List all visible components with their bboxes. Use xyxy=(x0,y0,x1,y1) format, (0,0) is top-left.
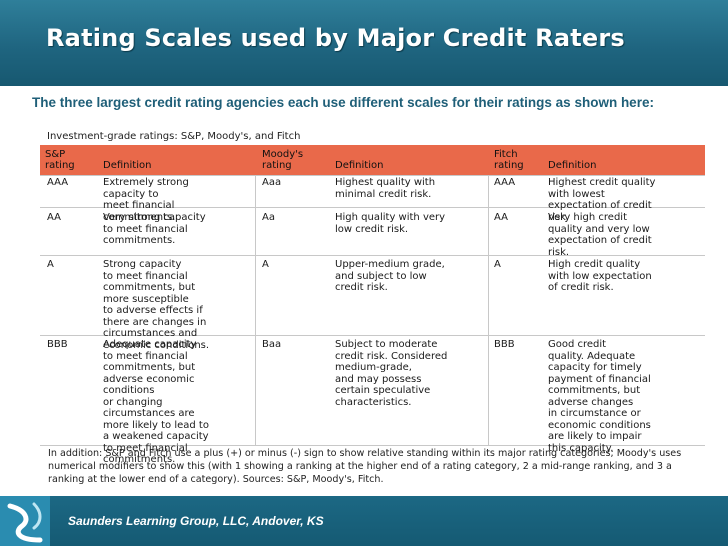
sp-rating-cell: AAA xyxy=(47,177,69,188)
fitch-definition-header: Definition xyxy=(548,160,597,171)
sp-definition-cell: Extremely strong capacity to meet financ… xyxy=(103,177,189,223)
fitch-definition-cell: High credit quality with low expectation… xyxy=(548,259,652,293)
row-divider xyxy=(40,255,705,256)
moodys-definition-cell: Subject to moderate credit risk. Conside… xyxy=(335,339,448,408)
sp-rating-cell: AA xyxy=(47,212,61,223)
sp-rating-cell: BBB xyxy=(47,339,68,350)
figure-title: Investment-grade ratings: S&P, Moody's, … xyxy=(47,131,301,142)
header-band: S&P rating Definition Moody's rating Def… xyxy=(40,145,705,175)
figure-footnote: In addition: S&P and Fitch use a plus (+… xyxy=(48,448,682,485)
moodys-rating-cell: Baa xyxy=(262,339,282,350)
row-divider xyxy=(40,335,705,336)
moodys-rating-cell: Aa xyxy=(262,212,275,223)
fitch-rating-cell: A xyxy=(494,259,501,270)
slide-footer: Saunders Learning Group, LLC, Andover, K… xyxy=(0,496,728,546)
fitch-rating-cell: AAA xyxy=(494,177,516,188)
moodys-rating-cell: A xyxy=(262,259,269,270)
footer-credit: Saunders Learning Group, LLC, Andover, K… xyxy=(68,514,324,528)
row-divider xyxy=(40,207,705,208)
moodys-definition-cell: Upper-medium grade, and subject to low c… xyxy=(335,259,445,293)
fitch-definition-cell: Good credit quality. Adequate capacity f… xyxy=(548,339,651,454)
logo-swirl-icon xyxy=(0,496,50,546)
moodys-definition-cell: Highest quality with minimal credit risk… xyxy=(335,177,436,200)
moodys-rating-header: Moody's rating xyxy=(262,149,304,171)
fitch-rating-cell: BBB xyxy=(494,339,515,350)
moodys-definition-header: Definition xyxy=(335,160,384,171)
slide-title: Rating Scales used by Major Credit Rater… xyxy=(46,24,625,52)
column-divider xyxy=(255,175,256,445)
sp-definition-cell: Adequate capacity to meet financial comm… xyxy=(103,339,209,465)
ratings-table: AAA Extremely strong capacity to meet fi… xyxy=(40,175,705,465)
fitch-rating-header: Fitch rating xyxy=(494,149,524,171)
sp-definition-header: Definition xyxy=(103,160,152,171)
moodys-rating-cell: Aaa xyxy=(262,177,282,188)
fitch-definition-cell: Highest credit quality with lowest expec… xyxy=(548,177,656,223)
fitch-definition-cell: Very high credit quality and very low ex… xyxy=(548,212,652,258)
sp-rating-header: S&P rating xyxy=(45,149,75,171)
row-divider xyxy=(40,175,705,176)
slide-header: Rating Scales used by Major Credit Rater… xyxy=(0,0,728,86)
sp-rating-cell: A xyxy=(47,259,54,270)
row-divider xyxy=(40,445,705,446)
intro-text: The three largest credit rating agencies… xyxy=(32,95,654,110)
ratings-figure: Investment-grade ratings: S&P, Moody's, … xyxy=(40,130,705,488)
fitch-rating-cell: AA xyxy=(494,212,508,223)
column-divider xyxy=(488,175,489,445)
company-logo xyxy=(0,496,50,546)
moodys-definition-cell: High quality with very low credit risk. xyxy=(335,212,446,235)
sp-definition-cell: Very strong capacity to meet financial c… xyxy=(103,212,206,246)
sp-definition-cell: Strong capacity to meet financial commit… xyxy=(103,259,210,351)
